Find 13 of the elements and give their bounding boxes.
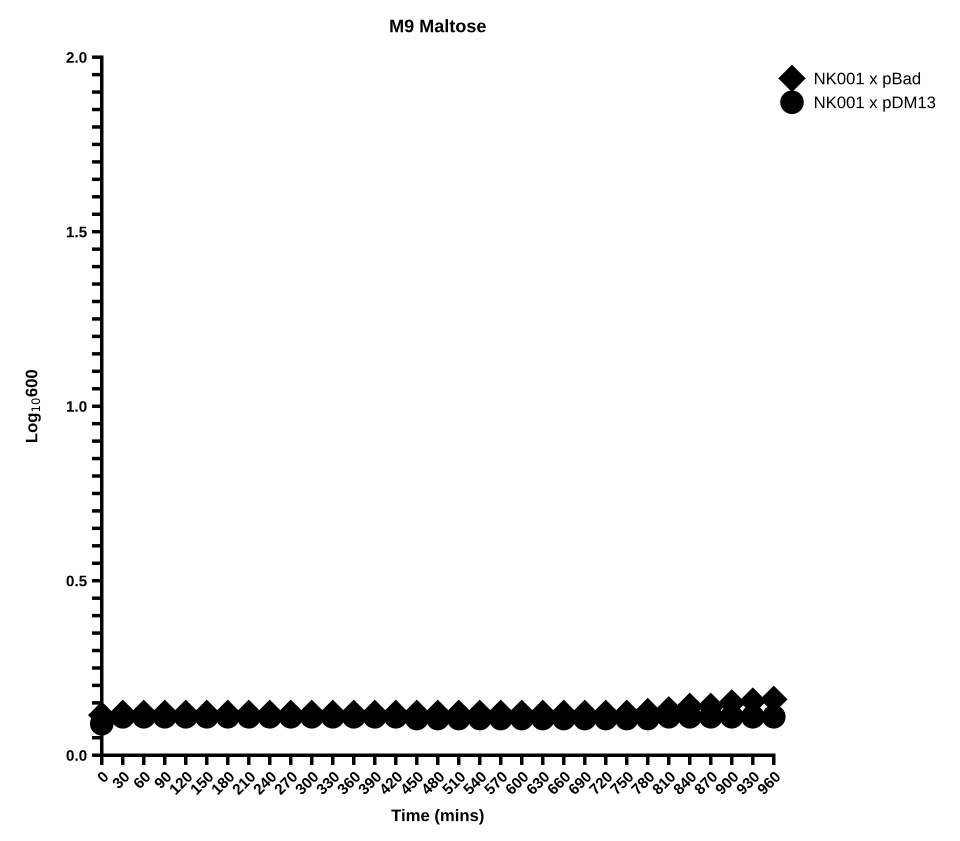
y-axis-title: Log$_{10}$600 bbox=[26, 370, 41, 442]
x-tick-label: 0 bbox=[96, 770, 110, 784]
x-axis-title: Time (mins) bbox=[391, 809, 484, 825]
x-tick-label: 30 bbox=[111, 770, 130, 790]
legend-label: NK001 x pDM13 bbox=[815, 96, 936, 112]
y-tick-label: 0.0 bbox=[66, 750, 87, 761]
y-tick-label: 1.0 bbox=[66, 401, 87, 412]
legend-label: NK001 x pBad bbox=[815, 72, 920, 88]
y-tick-label: 2.0 bbox=[66, 52, 87, 63]
x-tick-label: 60 bbox=[132, 770, 152, 790]
y-tick-label: 0.5 bbox=[66, 576, 87, 586]
chart-title: M9 Maltose bbox=[390, 19, 486, 32]
y-tick-label: 1.5 bbox=[66, 226, 87, 238]
